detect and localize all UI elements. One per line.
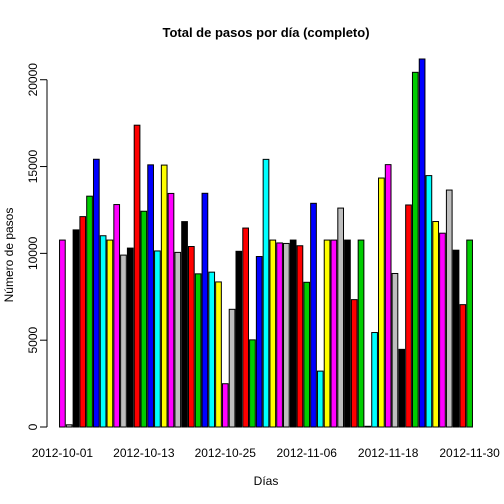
bar-2012-11-04 — [289, 239, 297, 428]
bar-2012-11-26 — [439, 232, 446, 428]
bar-2012-10-06 — [92, 158, 100, 428]
bar-2012-10-19 — [181, 221, 188, 428]
y-axis-label: Número de pasos — [2, 208, 16, 303]
bar-2012-11-20 — [398, 348, 406, 428]
bar-2012-11-18 — [384, 164, 392, 428]
bar-2012-11-09 — [323, 239, 331, 428]
bar-2012-11-15 — [364, 425, 372, 428]
x-tick-label: 2012-10-25 — [195, 446, 257, 460]
bar-2012-10-17 — [167, 192, 175, 428]
x-tick-label: 2012-11-06 — [276, 446, 337, 460]
bar-2012-10-05 — [86, 195, 93, 428]
bar-2012-10-26 — [228, 308, 236, 428]
bar-2012-10-08 — [106, 239, 114, 428]
chart-title: Total de pasos por día (completo) — [162, 25, 369, 40]
bar-2012-11-23 — [418, 58, 426, 428]
bar-2012-10-01 — [59, 239, 66, 428]
bar-2012-11-08 — [316, 370, 324, 428]
bar-2012-11-25 — [432, 221, 440, 428]
y-tick-label: 0 — [26, 423, 40, 430]
x-tick-label: 2012-11-18 — [358, 446, 419, 460]
x-tick-label: 2012-10-01 — [32, 446, 94, 460]
bar-2012-11-14 — [357, 239, 365, 428]
bar-2012-10-09 — [113, 204, 121, 428]
bar-2012-10-28 — [242, 227, 249, 428]
bar-2012-10-18 — [174, 251, 182, 428]
bar-2012-10-27 — [235, 250, 243, 428]
bar-2012-11-22 — [411, 71, 419, 428]
bar-2012-10-07 — [99, 235, 107, 428]
bar-2012-11-11 — [337, 207, 345, 428]
bar-2012-11-16 — [371, 332, 378, 428]
bar-2012-10-14 — [147, 164, 154, 428]
x-tick-label: 2012-10-13 — [113, 446, 175, 460]
bar-2012-11-07 — [310, 202, 317, 428]
bar-2012-10-02 — [65, 424, 73, 428]
bar-2012-10-24 — [215, 281, 222, 428]
bar-2012-11-29 — [459, 304, 467, 428]
bar-2012-10-13 — [140, 210, 148, 428]
bar-2012-11-01 — [269, 239, 277, 428]
bar-2012-11-03 — [283, 242, 290, 428]
bar-2012-11-28 — [452, 249, 460, 428]
bar-2012-10-11 — [126, 247, 134, 428]
y-tick-label: 5000 — [26, 327, 40, 354]
x-tick-label: 2012-11-30 — [439, 446, 500, 460]
bar-2012-10-30 — [255, 256, 263, 428]
bar-2012-10-22 — [201, 192, 209, 428]
bar-2012-10-04 — [79, 216, 87, 428]
x-axis: 2012-10-01 2012-10-13 2012-10-25 2012-11-06… — [32, 446, 500, 460]
bar-2012-11-02 — [276, 242, 283, 428]
bar-2012-10-31 — [262, 158, 270, 428]
bar-2012-11-10 — [330, 239, 338, 428]
bar-2012-10-20 — [187, 246, 195, 428]
bars-layer — [59, 58, 473, 428]
bar-2012-10-15 — [154, 250, 161, 428]
bar-2012-10-23 — [208, 271, 216, 428]
bar-2012-10-12 — [133, 124, 141, 428]
bar-2012-11-30 — [466, 239, 473, 428]
bar-2012-11-13 — [350, 299, 358, 428]
bar-2012-11-12 — [344, 239, 351, 428]
bar-2012-11-06 — [303, 281, 311, 428]
bar-2012-11-24 — [425, 175, 433, 428]
bar-2012-10-10 — [120, 254, 127, 428]
y-tick-label: 10000 — [26, 236, 40, 270]
y-tick-label: 20000 — [26, 63, 40, 97]
y-tick-label: 15000 — [26, 150, 40, 184]
bar-2012-11-19 — [391, 272, 399, 428]
bar-2012-11-17 — [378, 177, 385, 428]
bar-2012-10-29 — [249, 339, 256, 428]
bar-2012-10-25 — [221, 383, 229, 428]
bar-2012-10-03 — [72, 229, 80, 428]
bar-2012-10-21 — [194, 273, 202, 428]
bar-2012-11-05 — [296, 245, 304, 428]
bar-2012-11-27 — [445, 189, 453, 428]
y-axis: 0 5000 10000 15000 20000 — [26, 63, 48, 430]
x-axis-label: Días — [254, 474, 279, 488]
bar-2012-10-16 — [160, 164, 168, 428]
bar-2012-11-21 — [405, 204, 412, 428]
